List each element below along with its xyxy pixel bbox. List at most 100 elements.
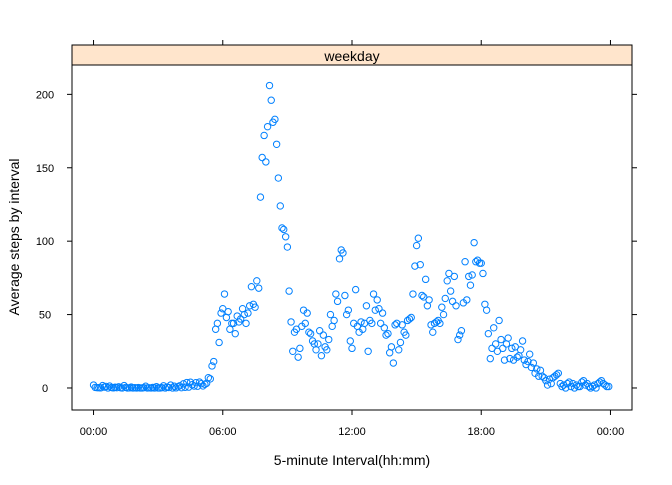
data-point [220,290,229,298]
data-point [210,357,218,366]
x-tick-label: 12:00 [338,426,366,438]
x-axis: 00:00 06:00 12:00 18:00 00:00 [80,40,624,438]
data-point [592,384,600,392]
data-point [484,329,493,338]
data-point [491,340,500,348]
data-point [287,318,295,326]
data-point [206,375,214,383]
data-point [368,319,376,328]
data-point [384,329,392,338]
data-point [603,382,611,391]
data-point [263,122,272,131]
data-point [382,331,390,339]
data-point [258,153,266,162]
data-point [411,262,419,270]
data-point [105,382,114,390]
data-point [561,384,570,392]
data-point [466,281,475,289]
data-point [504,334,512,342]
data-point [554,369,563,377]
data-point [208,362,216,370]
y-tick-label: 150 [36,163,54,175]
data-point [303,309,311,317]
data-point [497,335,505,344]
data-point [477,259,485,267]
data-point [538,372,546,380]
data-point [262,158,270,166]
data-point [244,309,252,317]
data-point [256,193,265,201]
data-point [396,338,405,347]
data-point [348,344,356,353]
data-point [516,346,525,354]
data-point [418,291,426,300]
x-tick-label: 06:00 [209,426,237,438]
data-point [486,354,494,363]
data-point [425,296,433,304]
data-points [89,81,613,392]
data-point [213,319,222,328]
data-point [455,331,464,339]
data-point [177,383,186,392]
data-point [319,331,328,339]
data-point [255,284,263,292]
data-point [412,241,421,250]
data-point [351,285,360,294]
data-point [513,353,521,361]
data-point [96,384,105,392]
data-point [518,337,527,345]
data-point [197,380,205,388]
plot-panel [71,64,633,411]
data-point [305,328,313,336]
data-point [265,81,274,90]
data-point [454,335,462,344]
data-point [326,310,335,319]
data-point [495,316,503,325]
data-point [217,309,225,317]
data-point [247,282,256,291]
data-point [407,313,415,322]
x-axis-title: 5-minute Interval(hh:mm) [274,452,430,468]
data-point [283,243,292,251]
data-point [229,319,238,328]
data-point [158,383,166,392]
data-point [181,383,189,391]
data-point [330,316,338,325]
data-point [332,290,340,298]
data-point [168,384,177,392]
data-point [369,290,378,298]
data-point [448,297,457,306]
y-tick-label: 200 [36,89,54,101]
data-point [378,309,387,317]
data-point [465,272,473,281]
data-point [452,302,460,310]
data-point [150,384,159,392]
data-point [289,347,297,355]
data-point [499,344,507,353]
data-point [389,359,398,367]
data-point [325,335,333,344]
data-point [314,340,322,348]
data-point [429,328,437,336]
data-point [376,319,385,328]
y-axis-title: Average steps by interval [6,159,22,316]
data-point [529,359,538,367]
data-point [102,382,110,391]
data-point [253,277,261,285]
data-point [472,258,480,266]
data-point [271,115,279,124]
data-point [224,307,232,316]
data-point [446,287,455,295]
data-point [317,351,326,360]
data-point [339,249,347,257]
y-axis: 0 50 100 150 200 [36,89,637,395]
data-point [468,271,476,279]
data-point [140,383,148,392]
data-point [391,321,399,329]
data-point [421,275,430,284]
data-point [373,296,381,304]
data-point [441,294,449,303]
data-point [398,321,406,329]
data-point [508,344,516,353]
data-point [104,384,112,392]
